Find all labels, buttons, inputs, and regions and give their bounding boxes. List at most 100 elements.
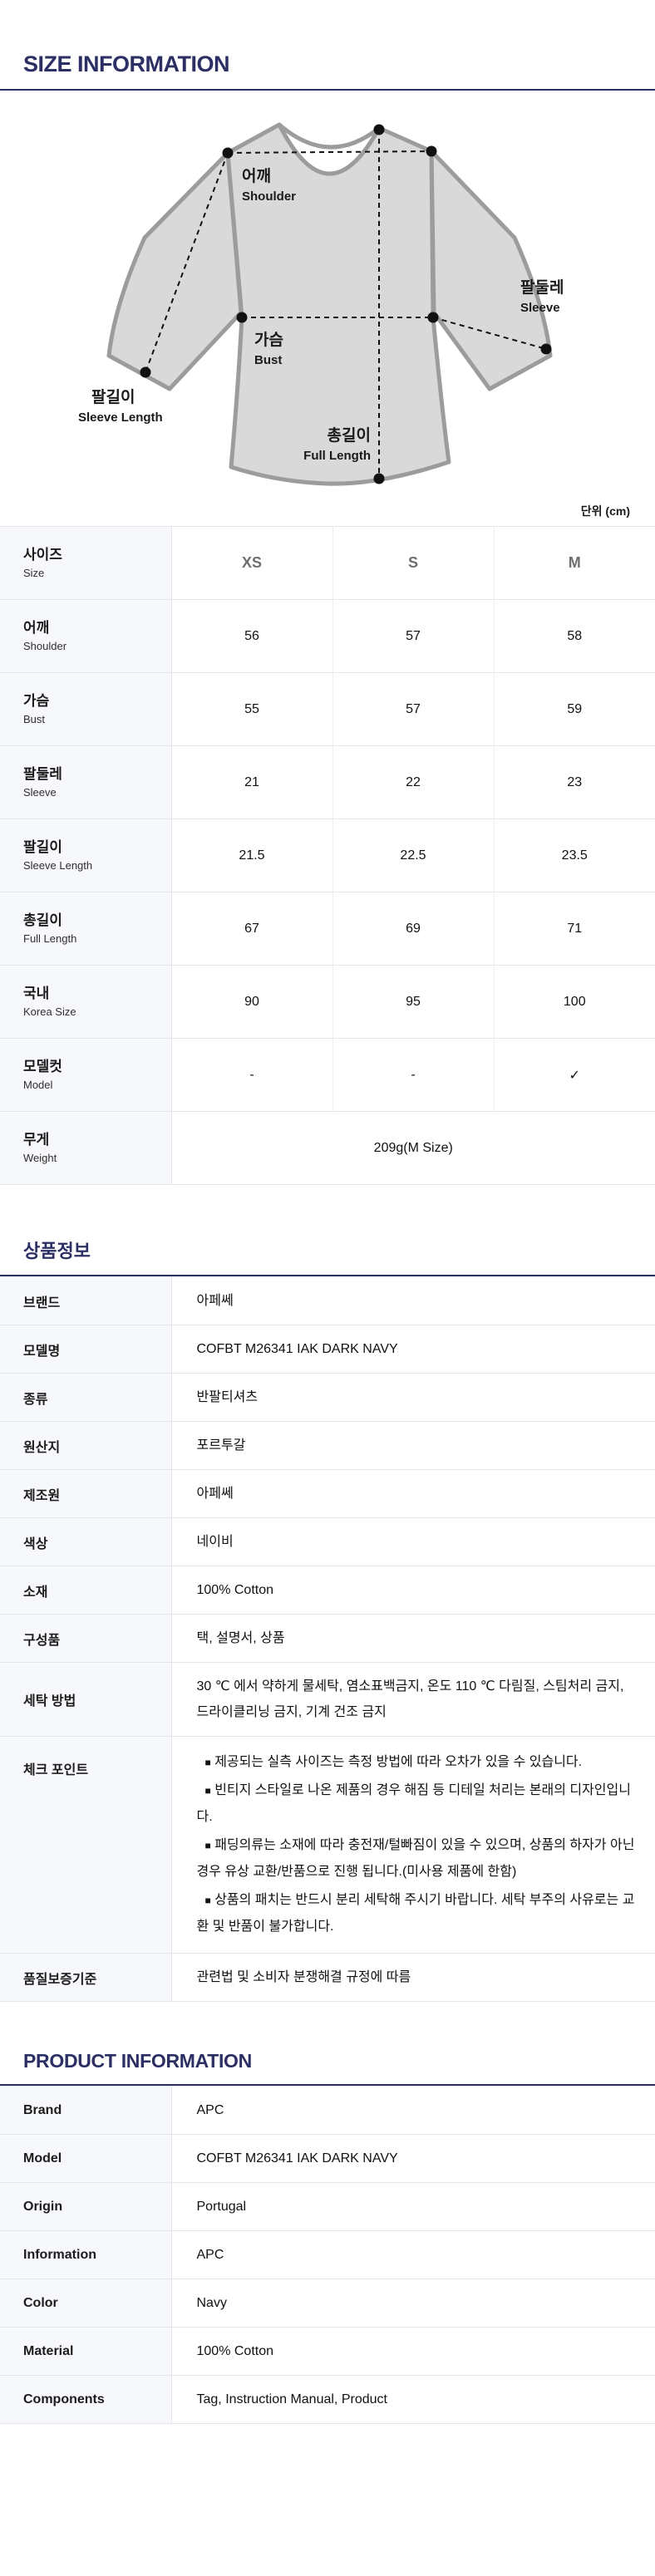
section-gap [0, 1185, 655, 1236]
row-label: 모델명 [0, 1325, 172, 1374]
cell-value: 22.5 [332, 819, 494, 892]
row-label: Material [0, 2327, 172, 2376]
row-label-text: 제조원 [23, 1488, 61, 1503]
row-label: 색상 [0, 1517, 172, 1566]
cell-value: 100% Cotton [171, 2327, 655, 2376]
size-table: 사이즈 Size XS S M 어깨 Shoulder 56 57 58 가슴 … [0, 526, 655, 1185]
cell-value: COFBT M26341 IAK DARK NAVY [171, 2134, 655, 2183]
row-label: 원산지 [0, 1421, 172, 1470]
row-label-kr: 무게 [23, 1132, 50, 1148]
section-gap [0, 2002, 655, 2050]
cell-value: 56 [170, 599, 332, 673]
cell-value: 95 [332, 965, 494, 1039]
cell-value: 100% Cotton [171, 1566, 655, 1615]
kr-info-table: 브랜드 아페쎄 모델명 COFBT M26341 IAK DARK NAVY 종… [0, 1276, 655, 2002]
table-row: Material 100% Cotton [0, 2327, 655, 2376]
row-label: 체크 포인트 [0, 1736, 172, 1954]
row-label-text: Information [23, 2247, 96, 2262]
row-label: 가슴 Bust [0, 672, 172, 746]
cell-value: 택, 설명서, 상품 [171, 1614, 655, 1663]
cell-value: - [170, 1038, 332, 1112]
table-row: 원산지 포르투갈 [0, 1421, 655, 1470]
table-row: 팔길이 Sleeve Length 21.5 22.5 23.5 [0, 819, 655, 892]
row-label-en: Shoulder [23, 640, 67, 652]
model-check-mark: ✓ [493, 1038, 655, 1112]
size-table-header-row: 사이즈 Size XS S M [0, 526, 655, 600]
dot-right-bust [427, 312, 439, 323]
row-label: 소재 [0, 1566, 172, 1615]
diagram-label-sleeve-en: Sleeve [520, 301, 560, 315]
row-label-text: 브랜드 [23, 1295, 61, 1310]
diagram-label-bust-en: Bust [254, 353, 282, 367]
table-row: 모델명 COFBT M26341 IAK DARK NAVY [0, 1325, 655, 1374]
shoulder-measure-line [227, 150, 432, 154]
row-label: 팔둘레 Sleeve [0, 745, 172, 819]
diagram-label-sleeve-length-en: Sleeve Length [78, 410, 163, 425]
row-label: 총길이 Full Length [0, 892, 172, 966]
row-label-en: Bust [23, 713, 46, 725]
row-label: 어깨 Shoulder [0, 599, 172, 673]
cell-value: 67 [170, 892, 332, 966]
en-info-table: Brand APC Model COFBT M26341 IAK DARK NA… [0, 2086, 655, 2424]
row-label: 종류 [0, 1373, 172, 1422]
row-label: 품질보증기준 [0, 1953, 172, 2002]
table-row: 제조원 아페쎄 [0, 1469, 655, 1518]
table-row: 모델컷 Model - - ✓ [0, 1038, 655, 1112]
cell-value: Navy [171, 2279, 655, 2328]
dot-left-bust [236, 312, 248, 323]
cell-value: Portugal [171, 2182, 655, 2231]
row-label-kr: 모델컷 [23, 1059, 62, 1074]
row-label: Color [0, 2279, 172, 2328]
row-label: Brand [0, 2086, 172, 2135]
unit-label: 단위 (cm) [580, 504, 630, 518]
table-row: 어깨 Shoulder 56 57 58 [0, 599, 655, 673]
cell-value: 아페쎄 [171, 1469, 655, 1518]
cell-value: 22 [332, 745, 494, 819]
row-label-text: Brand [23, 2102, 62, 2117]
table-row: 품질보증기준 관련법 및 소비자 분쟁해결 규정에 따름 [0, 1953, 655, 2002]
row-label: 모델컷 Model [0, 1038, 172, 1112]
cell-value: 아페쎄 [171, 1276, 655, 1325]
check-point-item: ■ 빈티지 스타일로 나온 제품의 경우 해짐 등 디테일 처리는 본래의 디자… [196, 1783, 631, 1824]
table-row: 브랜드 아페쎄 [0, 1276, 655, 1325]
kr-info-header: 상품정보 [0, 1236, 655, 1275]
cell-value: 90 [170, 965, 332, 1039]
row-label-text: Components [23, 2392, 105, 2406]
row-label: Origin [0, 2182, 172, 2231]
diagram-label-full-length-en: Full Length [303, 449, 371, 463]
cell-value: 21 [170, 745, 332, 819]
row-label: 국내 Korea Size [0, 965, 172, 1039]
table-row: Brand APC [0, 2086, 655, 2135]
diagram-label-bust-kr: 가슴 [254, 331, 283, 349]
cell-value: 네이비 [171, 1517, 655, 1566]
size-column-m: M [493, 526, 655, 600]
diagram-label-shoulder-en: Shoulder [242, 189, 296, 204]
row-label: 구성품 [0, 1614, 172, 1663]
dot-hem-bottom [373, 473, 385, 484]
wash-instructions-value: 30 ℃ 에서 약하게 물세탁, 염소표백금지, 온도 110 ℃ 다림질, 스… [171, 1662, 655, 1737]
row-label-en: Weight [23, 1152, 57, 1164]
cell-value: 반팔티셔츠 [171, 1373, 655, 1422]
dot-left-shoulder [222, 147, 234, 159]
row-label: 무게 Weight [0, 1111, 172, 1185]
table-row: Components Tag, Instruction Manual, Prod… [0, 2375, 655, 2424]
table-row: Information APC [0, 2230, 655, 2279]
row-label-en: Full Length [23, 932, 77, 945]
cell-value: 59 [493, 672, 655, 746]
kr-info-header-rule [0, 1275, 655, 1276]
cell-value: 포르투갈 [171, 1421, 655, 1470]
dot-collar-top [373, 124, 385, 135]
row-label-en: Size [23, 567, 45, 579]
table-row: 국내 Korea Size 90 95 100 [0, 965, 655, 1039]
row-label: 사이즈 Size [0, 526, 172, 600]
row-label-en: Sleeve [23, 786, 57, 799]
row-label-kr: 총길이 [23, 912, 62, 928]
cell-value: 69 [332, 892, 494, 966]
row-label-kr: 팔길이 [23, 839, 62, 855]
size-header-rule [0, 89, 655, 91]
row-label-text: 원산지 [23, 1440, 61, 1455]
check-point-item: ■ 상품의 패치는 반드시 분리 세탁해 주시기 바랍니다. 세탁 부주의 사유… [196, 1893, 635, 1934]
row-label-kr: 어깨 [23, 620, 50, 636]
table-row: Model COFBT M26341 IAK DARK NAVY [0, 2134, 655, 2183]
